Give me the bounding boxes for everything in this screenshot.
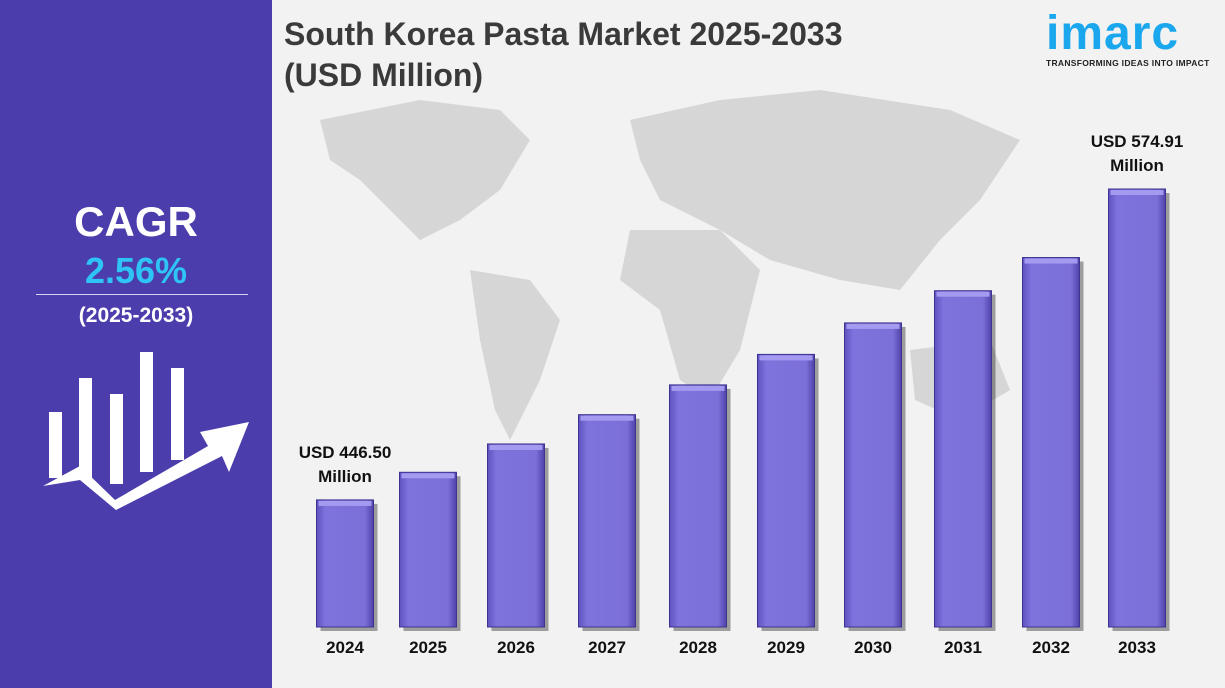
bar-highlight (401, 473, 455, 479)
bar-highlight (846, 323, 900, 329)
bar-2031 (934, 290, 992, 628)
cagr-period: (2025-2033) (78, 304, 194, 327)
bar-2033 (1108, 188, 1166, 628)
bar-highlight (671, 385, 725, 391)
bar-highlight (489, 444, 543, 450)
growth-chart-arrow-icon (43, 352, 249, 510)
data-label-2033: USD 574.91 Million (1067, 130, 1207, 178)
imarc-logo: imarc TRANSFORMING IDEAS INTO IMPACT (1046, 7, 1216, 69)
x-tick-label: 2028 (679, 638, 717, 657)
bar-highlight (580, 415, 634, 421)
cagr-value: 2.56% (84, 250, 188, 291)
title-line-1: South Korea Pasta Market 2025-2033 (284, 16, 843, 52)
data-label-value: USD 574.91 (1090, 132, 1184, 151)
x-tick-label: 2026 (497, 638, 535, 657)
data-label-unit: Million (1110, 156, 1164, 175)
bar-highlight (1024, 258, 1078, 264)
x-tick-label: 2025 (409, 638, 447, 657)
page-title: South Korea Pasta Market 2025-2033 (USD … (284, 14, 842, 96)
data-label-value: USD 446.50 (298, 442, 392, 462)
title-line-2: (USD Million) (284, 57, 484, 93)
x-tick-label: 2024 (326, 638, 364, 657)
x-tick-label: 2033 (1118, 638, 1156, 657)
logo-tagline: TRANSFORMING IDEAS INTO IMPACT (1046, 58, 1210, 68)
x-tick-label: 2030 (854, 638, 892, 657)
data-label-unit: Million (318, 466, 372, 486)
bar-highlight (1110, 190, 1164, 195)
x-tick-label: 2031 (944, 638, 982, 657)
bar-highlight (936, 291, 990, 297)
x-tick-label: 2029 (767, 638, 805, 657)
x-tick-label: 2032 (1032, 638, 1070, 657)
divider (36, 294, 248, 295)
data-label-2024: USD 446.50 Million (275, 441, 415, 489)
bar-2026 (487, 443, 545, 628)
sidebar-panel: CAGR 2.56% (2025-2033) (0, 0, 272, 688)
cagr-label: CAGR (74, 198, 198, 245)
bar-2027 (578, 414, 636, 628)
bar-2028 (669, 384, 727, 628)
logo-word: imarc (1046, 7, 1180, 60)
bar-2024 (316, 499, 374, 628)
x-tick-label: 2027 (588, 638, 626, 657)
bar-2030 (844, 322, 902, 628)
bar-2025 (399, 471, 457, 628)
bar-highlight (318, 500, 372, 506)
bar-2032 (1022, 257, 1080, 628)
bar-highlight (759, 355, 813, 361)
bar-2029 (757, 353, 815, 628)
